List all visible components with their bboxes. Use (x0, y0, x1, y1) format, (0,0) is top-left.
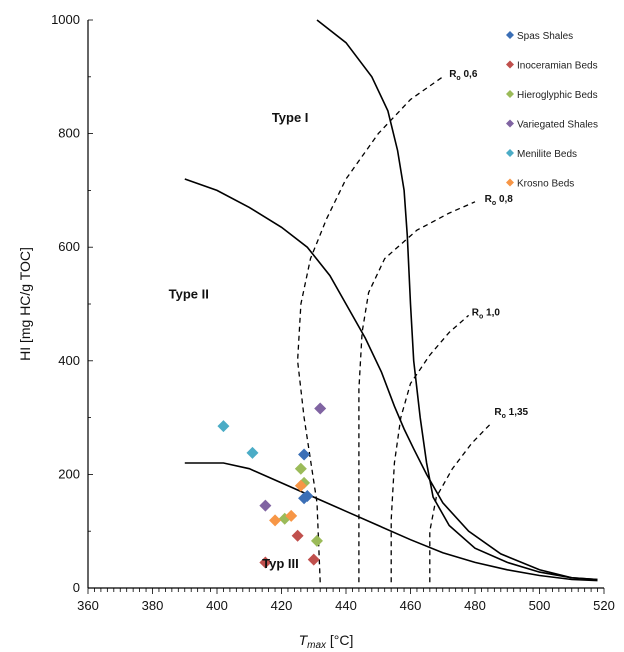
chart-labels: Type I Type II Typ III (169, 110, 309, 571)
data-point (259, 499, 272, 512)
legend-marker (506, 90, 514, 98)
legend-marker (506, 178, 514, 187)
data-point (298, 492, 311, 505)
data-point (307, 553, 320, 566)
legend-entry-label: Variegated Shales (517, 120, 598, 131)
legend: Spas Shales Inoceramian Beds Hieroglyphic … (506, 31, 598, 190)
data-point (259, 556, 272, 569)
ro-isoline-label: Ro 1,0 (472, 307, 501, 320)
type-ii-iii-boundary-upper (184, 178, 598, 581)
data-point (269, 514, 282, 527)
legend-entry-label: Krosno Beds (517, 179, 574, 190)
data-point (294, 479, 307, 492)
data-point (291, 529, 304, 542)
legend-entry-label: Menilite Beds (517, 149, 577, 160)
data-point (298, 448, 311, 461)
data-points (217, 402, 327, 569)
x-tick-label: 460 (400, 598, 422, 613)
legend-marker (506, 119, 514, 128)
ro-isoline-label: Ro 0,6 (449, 69, 478, 82)
x-axis-title: Tmax [°C] (299, 632, 354, 651)
x-tick-label: 380 (142, 598, 164, 613)
data-point (285, 509, 298, 522)
y-tick-label: 800 (58, 126, 80, 141)
legend-marker (506, 149, 514, 157)
x-tick-label: 440 (335, 598, 357, 613)
ro-isoline-label: Ro 1,35 (494, 407, 528, 420)
region-label: Type I (272, 110, 309, 125)
y-tick-label: 600 (58, 239, 80, 254)
data-point (294, 462, 307, 475)
x-tick-label: 500 (529, 598, 551, 613)
x-tick-label: 520 (593, 598, 615, 613)
y-tick-label: 0 (73, 580, 80, 595)
data-point (310, 534, 323, 547)
ro-isoline-0 (296, 76, 444, 583)
x-tick-label: 480 (464, 598, 486, 613)
legend-marker (506, 60, 514, 69)
y-tick-label: 400 (58, 353, 80, 368)
y-tick-label: 1000 (51, 12, 80, 27)
boundary-curves (184, 19, 598, 582)
y-tick-label: 200 (58, 466, 80, 481)
data-point (246, 446, 259, 459)
x-tick-label: 420 (271, 598, 293, 613)
legend-entry-label: Hieroglyphic Beds (517, 90, 598, 101)
data-point (217, 420, 230, 433)
ro-isoline-3 (429, 422, 492, 583)
legend-entry-label: Inoceramian Beds (517, 61, 598, 72)
type-i-ii-boundary (316, 19, 598, 581)
ro-isoline-1 (358, 201, 476, 583)
y-axis-title: HI [mg HC/g TOC] (17, 247, 33, 361)
ro-isoline-label: Ro 0,8 (485, 194, 514, 207)
region-label: Type II (169, 286, 209, 301)
region-label: Typ III (262, 556, 299, 571)
ro-isolines: Ro 0,6 Ro 0,8 Ro 1,0 Ro 1,35 (296, 69, 529, 583)
type-ii-iii-boundary-lower (184, 462, 598, 582)
ro-isoline-2 (390, 314, 470, 583)
data-point (314, 402, 327, 415)
x-tick-label: 400 (206, 598, 228, 613)
axes: 360 380 400 420 440 460 480 500 520 0 200 400 600 800… (17, 12, 615, 651)
x-tick-label: 360 (77, 598, 99, 613)
legend-marker (506, 31, 514, 39)
legend-entry-label: Spas Shales (517, 31, 573, 42)
